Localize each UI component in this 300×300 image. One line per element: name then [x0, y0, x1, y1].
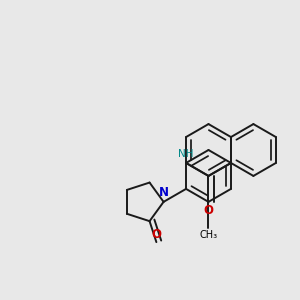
Text: N: N [159, 186, 169, 199]
Text: O: O [152, 227, 161, 241]
Text: NH: NH [178, 149, 194, 159]
Text: O: O [203, 204, 214, 218]
Text: CH₃: CH₃ [200, 230, 217, 240]
